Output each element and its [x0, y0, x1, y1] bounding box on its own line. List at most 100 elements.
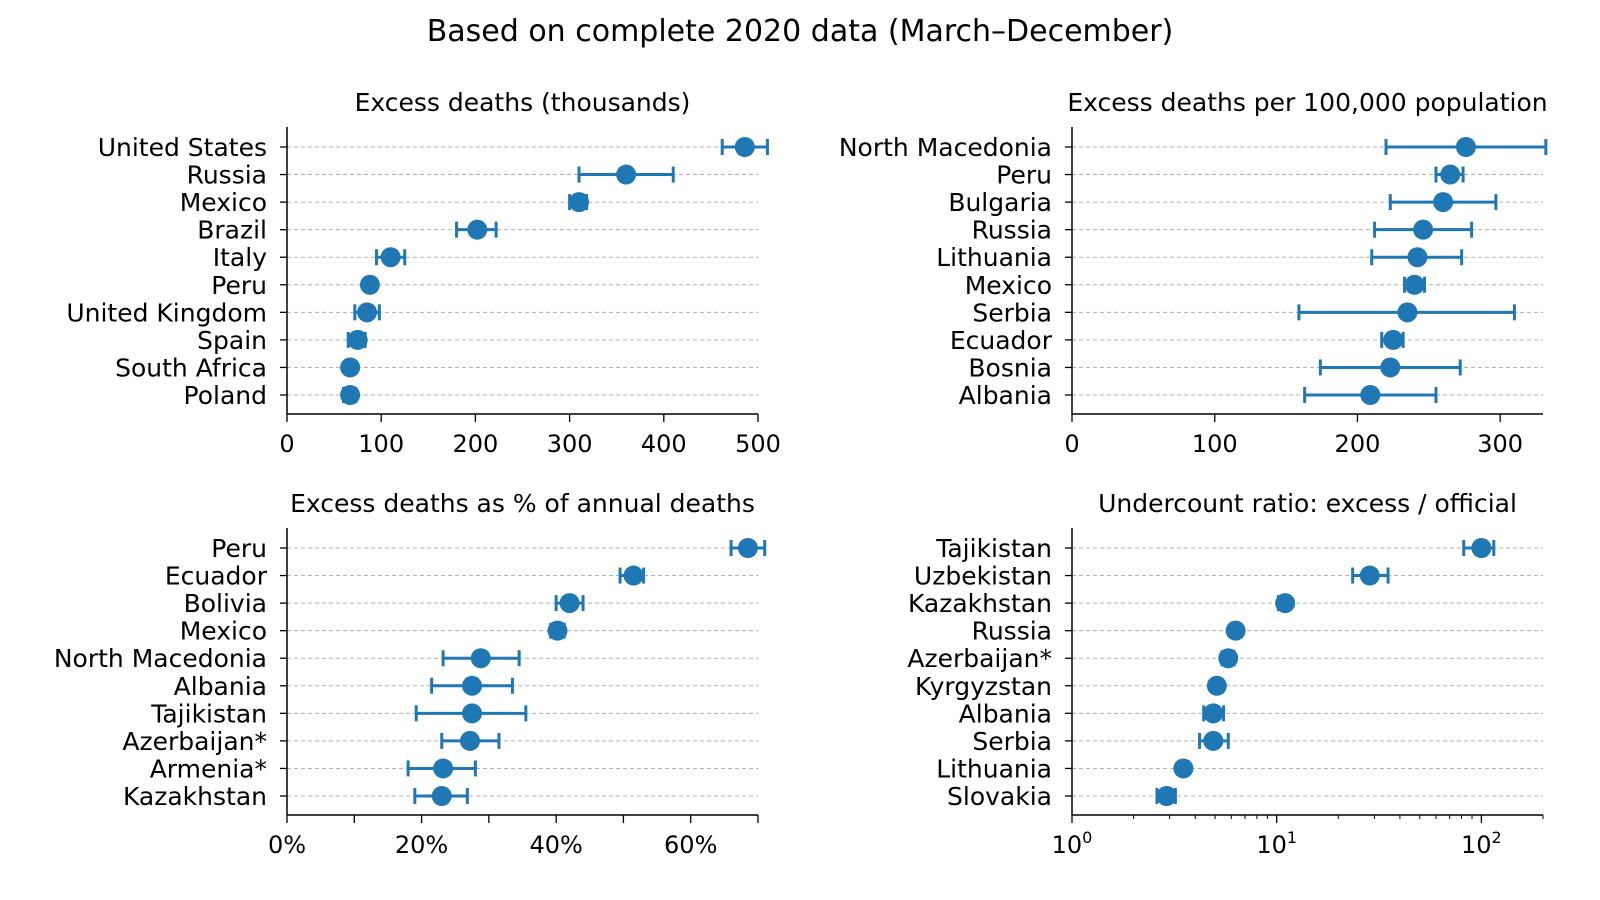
panel-1-category-label: Mexico: [180, 188, 267, 217]
panel-4-category-label: Kyrgyzstan: [915, 672, 1052, 701]
panel-1-category-label: United Kingdom: [66, 298, 267, 327]
panel-1-data-point: [340, 357, 361, 378]
panel-1-x-tick-label: 400: [641, 430, 687, 458]
panel-1-category-label: Russia: [187, 161, 267, 190]
panel-1-data-point: [340, 385, 361, 405]
panel-4-data-point: [1359, 565, 1380, 586]
panel-1-data-point: [734, 137, 755, 157]
panel-4-category-label: Azerbaijan*: [907, 644, 1052, 673]
panel-1-category-label: Peru: [211, 271, 267, 300]
panel-1-category-label: Spain: [197, 326, 267, 355]
panel-4-x-tick-label: 102: [1461, 828, 1502, 859]
panel-2-category-label: North Macedonia: [839, 133, 1052, 162]
panel-1-x-tick-label: 300: [547, 430, 593, 458]
panel-3-data-point: [460, 730, 481, 751]
panel-2-data-point: [1433, 192, 1454, 213]
panel-3-category-label: Armenia*: [150, 754, 267, 783]
panel-1-category-label: United States: [98, 133, 267, 162]
panel-3-category-label: Mexico: [180, 617, 267, 646]
panel-2-x-tick-label: 300: [1477, 430, 1523, 458]
panel-4-data-point: [1225, 620, 1246, 641]
panel-1-data-point: [467, 219, 488, 240]
panel-3-category-label: Tajikistan: [150, 699, 267, 728]
panel-4-x-tick-label: 100: [1052, 828, 1093, 859]
panel-3-x-tick-label: 0%: [268, 831, 306, 859]
panel-3-category-label: Albania: [174, 672, 267, 701]
panel-2-x-tick-label: 100: [1192, 430, 1238, 458]
panel-3-category-label: Ecuador: [165, 562, 268, 591]
panel-4-category-label: Tajikistan: [935, 534, 1052, 563]
panel-1-category-label: Brazil: [197, 216, 267, 245]
panel-4-x-tick-label: 101: [1256, 828, 1297, 859]
panel-2-data-point: [1413, 219, 1434, 240]
panel-2-category-label: Ecuador: [950, 326, 1053, 355]
panel-4-category-label: Slovakia: [947, 782, 1052, 811]
panel-4-data-point: [1173, 758, 1194, 779]
panel-3-data-point: [433, 758, 454, 779]
panel-4-category-label: Russia: [972, 617, 1052, 646]
panel-3-x-tick-label: 60%: [664, 831, 717, 859]
panel-3-category-label: North Macedonia: [54, 644, 267, 673]
panel-4-data-point: [1275, 593, 1296, 614]
panel-3-category-label: Bolivia: [184, 589, 267, 618]
panel-1-x-tick-label: 100: [358, 430, 404, 458]
panel-3-x-tick-label: 40%: [529, 831, 582, 859]
panel-2-data-point: [1404, 274, 1425, 295]
panel-2-category-label: Albania: [959, 381, 1052, 410]
panel-1-data-point: [357, 302, 378, 323]
panel-3-category-label: Kazakhstan: [123, 782, 267, 811]
panel-1-x-tick-label: 0: [279, 430, 294, 458]
panel-2-data-point: [1397, 302, 1418, 323]
panel-2-data-point: [1360, 385, 1381, 405]
panel-2-category-label: Serbia: [972, 298, 1052, 327]
panel-4-data-point: [1203, 703, 1224, 724]
panel-3-category-label: Peru: [211, 534, 267, 563]
panel-1-x-tick-label: 500: [735, 430, 781, 458]
panel-3-data-point: [623, 565, 644, 586]
panel-4-category-label: Albania: [959, 699, 1052, 728]
panel-1-data-point: [616, 164, 637, 185]
panel-4-data-point: [1206, 675, 1227, 696]
panel-4-category-label: Lithuania: [936, 754, 1052, 783]
panel-2-category-label: Lithuania: [936, 243, 1052, 272]
panel-3-data-point: [462, 703, 483, 724]
panel-3-category-label: Azerbaijan*: [122, 727, 267, 756]
panel-4-data-point: [1203, 730, 1224, 751]
panel-4-data-point: [1156, 786, 1177, 806]
panel-3-data-point: [737, 538, 758, 558]
figure-title: Based on complete 2020 data (March–Decem…: [426, 14, 1174, 49]
panel-2-data-point: [1440, 164, 1461, 185]
panel-4-category-label: Serbia: [972, 727, 1052, 756]
panel-3-data-point: [559, 593, 580, 614]
panel-2-category-label: Russia: [972, 216, 1052, 245]
panel-1-category-label: South Africa: [115, 353, 267, 382]
panel-2-category-label: Peru: [996, 161, 1052, 190]
panel-3-data-point: [470, 648, 491, 669]
panel-1-data-point: [380, 247, 401, 268]
panel-3-data-point: [547, 620, 568, 641]
panel-1-x-tick-label: 200: [452, 430, 498, 458]
panel-3-data-point: [462, 675, 483, 696]
panel-4-category-label: Kazakhstan: [908, 589, 1052, 618]
panel-4-data-point: [1471, 538, 1492, 558]
panel-1-data-point: [359, 274, 380, 295]
panel-2-title: Excess deaths per 100,000 population: [1067, 88, 1547, 117]
panel-2-data-point: [1407, 247, 1428, 268]
panel-1-data-point: [347, 329, 368, 350]
panel-2-data-point: [1383, 329, 1404, 350]
panel-1-data-point: [569, 192, 590, 213]
panel-2-category-label: Bulgaria: [948, 188, 1052, 217]
panel-2-x-tick-label: 0: [1064, 430, 1079, 458]
panel-4-category-label: Uzbekistan: [914, 562, 1052, 591]
panel-1-title: Excess deaths (thousands): [355, 88, 691, 117]
panel-4-title: Undercount ratio: excess / official: [1098, 489, 1517, 518]
panel-2-category-label: Bosnia: [968, 353, 1052, 382]
panel-1-category-label: Poland: [184, 381, 267, 410]
panel-4-data-point: [1218, 648, 1239, 669]
panel-1-category-label: Italy: [213, 243, 267, 272]
panel-3-title: Excess deaths as % of annual deaths: [290, 489, 755, 518]
panel-3-x-tick-label: 20%: [395, 831, 448, 859]
panel-2-data-point: [1455, 137, 1476, 157]
